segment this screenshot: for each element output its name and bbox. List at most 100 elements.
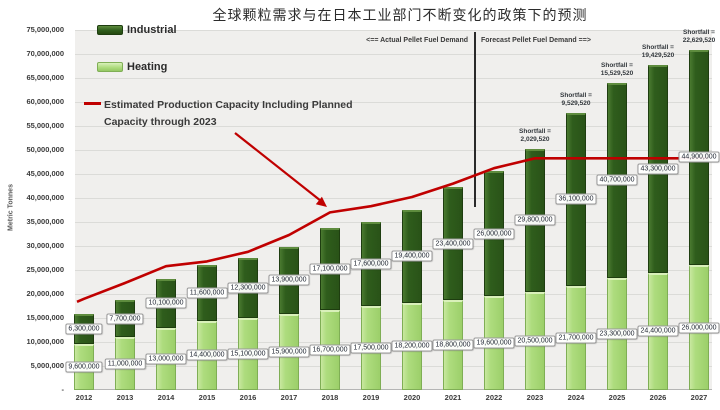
industrial-value-label: 6,300,000 xyxy=(65,323,103,335)
legend-item-capacity: Estimated Production Capacity Including … xyxy=(84,97,353,131)
industrial-value-label: 13,900,000 xyxy=(268,274,310,286)
heating-value-label: 11,000,000 xyxy=(104,358,146,370)
heating-value-label: 26,000,000 xyxy=(678,322,720,334)
y-tick-label: 25,000,000 xyxy=(26,265,64,274)
y-tick-label: 35,000,000 xyxy=(26,217,64,226)
gridline xyxy=(75,294,712,295)
x-tick-label: 2017 xyxy=(280,393,298,402)
x-tick-label: 2016 xyxy=(239,393,257,402)
x-tick-label: 2024 xyxy=(567,393,585,402)
industrial-value-label: 23,400,000 xyxy=(432,238,474,250)
capacity-line-swatch-icon xyxy=(84,102,101,105)
industrial-value-label: 36,100,000 xyxy=(555,193,597,205)
industrial-value-label: 10,100,000 xyxy=(145,297,187,309)
gridline xyxy=(75,174,712,175)
heating-value-label: 9,600,000 xyxy=(65,361,103,373)
gridline xyxy=(75,30,712,31)
heating-value-label: 23,300,000 xyxy=(596,328,638,340)
heating-value-label: 24,400,000 xyxy=(637,325,679,337)
industrial-value-label: 11,600,000 xyxy=(186,287,228,299)
industrial-value-label: 12,300,000 xyxy=(227,282,269,294)
x-tick-label: 2022 xyxy=(485,393,503,402)
industrial-value-label: 29,800,000 xyxy=(514,214,556,226)
legend-industrial-label: Industrial xyxy=(127,24,177,36)
capacity-line-layer xyxy=(76,132,708,303)
gridline xyxy=(75,54,712,55)
shortfall-label: Shortfall = 15,529,520 xyxy=(600,61,634,77)
industrial-value-label: 44,900,000 xyxy=(678,151,720,163)
y-tick-label: 10,000,000 xyxy=(26,337,64,346)
legend-item-heating: Heating xyxy=(97,61,167,73)
gridline xyxy=(75,102,712,103)
x-tick-label: 2012 xyxy=(75,393,93,402)
x-tick-label: 2023 xyxy=(526,393,544,402)
gridline xyxy=(75,246,712,247)
heating-value-label: 18,200,000 xyxy=(391,340,433,352)
x-tick-label: 2025 xyxy=(608,393,626,402)
heating-value-label: 19,600,000 xyxy=(473,337,515,349)
industrial-value-label: 40,700,000 xyxy=(596,174,638,186)
y-tick-label: 55,000,000 xyxy=(26,121,64,130)
heating-value-label: 21,700,000 xyxy=(555,332,597,344)
heating-value-label: 13,000,000 xyxy=(145,353,187,365)
y-tick-label: 40,000,000 xyxy=(26,193,64,202)
industrial-value-label: 17,100,000 xyxy=(309,263,351,275)
heating-value-label: 16,700,000 xyxy=(309,344,351,356)
gridline xyxy=(75,318,712,319)
y-tick-label: 30,000,000 xyxy=(26,241,64,250)
legend-item-industrial: Industrial xyxy=(97,24,177,36)
x-tick-label: 2019 xyxy=(362,393,380,402)
capacity-annotation-arrow xyxy=(234,132,327,207)
gridline xyxy=(75,366,712,367)
shortfall-label: Shortfall = 2,029,520 xyxy=(519,127,551,143)
y-tick-label: 5,000,000 xyxy=(30,361,64,370)
legend-heating-label: Heating xyxy=(127,61,168,73)
industrial-value-label: 43,300,000 xyxy=(637,163,679,175)
actual-demand-label: <== Actual Pellet Fuel Demand xyxy=(366,37,468,44)
gridline xyxy=(75,222,712,223)
x-tick-label: 2026 xyxy=(649,393,667,402)
gridline xyxy=(75,198,712,199)
industrial-swatch-icon xyxy=(97,25,123,35)
x-tick-label: 2020 xyxy=(403,393,421,402)
y-tick-label: 70,000,000 xyxy=(26,49,64,58)
x-tick-label: 2018 xyxy=(321,393,339,402)
industrial-value-label: 19,400,000 xyxy=(391,250,433,262)
heating-value-label: 18,800,000 xyxy=(432,339,474,351)
forecast-demand-label: Forecast Pellet Fuel Demand ==> xyxy=(481,37,591,44)
y-tick-zero-label: - xyxy=(61,385,65,394)
x-tick-label: 2013 xyxy=(116,393,134,402)
shortfall-label: Shortfall = 22,629,520 xyxy=(682,28,716,44)
x-tick-label: 2027 xyxy=(690,393,708,402)
heating-value-label: 14,400,000 xyxy=(186,349,228,361)
gridline xyxy=(75,270,712,271)
heating-value-label: 20,500,000 xyxy=(514,335,556,347)
actual-forecast-divider-line xyxy=(474,32,476,207)
y-tick-label: 15,000,000 xyxy=(26,313,64,322)
heating-value-label: 15,900,000 xyxy=(268,346,310,358)
shortfall-label: Shortfall = 19,429,520 xyxy=(641,44,675,60)
chart-title: 全球颗粒需求与在日本工业部门不断变化的政策下的预测 xyxy=(212,7,588,23)
gridline xyxy=(75,126,712,127)
y-tick-label: 20,000,000 xyxy=(26,289,64,298)
industrial-value-label: 26,000,000 xyxy=(473,228,515,240)
shortfall-label: Shortfall = 9,529,520 xyxy=(560,91,592,107)
x-tick-label: 2015 xyxy=(198,393,216,402)
y-axis-title: Metric Tonnes xyxy=(7,184,15,231)
gridline xyxy=(75,78,712,79)
capacity-line xyxy=(76,157,708,303)
plot-area: <== Actual Pellet Fuel Demand Forecast P… xyxy=(65,29,720,390)
heating-value-label: 17,500,000 xyxy=(350,342,392,354)
y-tick-label: 50,000,000 xyxy=(26,145,64,154)
gridline xyxy=(75,150,712,151)
industrial-value-label: 17,600,000 xyxy=(350,258,392,270)
industrial-value-label: 7,700,000 xyxy=(106,313,144,325)
y-tick-label: 45,000,000 xyxy=(26,169,64,178)
x-tick-label: 2014 xyxy=(157,393,175,402)
legend-capacity-label: Estimated Production Capacity Including … xyxy=(104,99,353,128)
y-tick-label: 75,000,000 xyxy=(26,25,64,34)
heating-value-label: 15,100,000 xyxy=(227,348,269,360)
x-tick-label: 2021 xyxy=(444,393,462,402)
heating-swatch-icon xyxy=(97,62,123,72)
